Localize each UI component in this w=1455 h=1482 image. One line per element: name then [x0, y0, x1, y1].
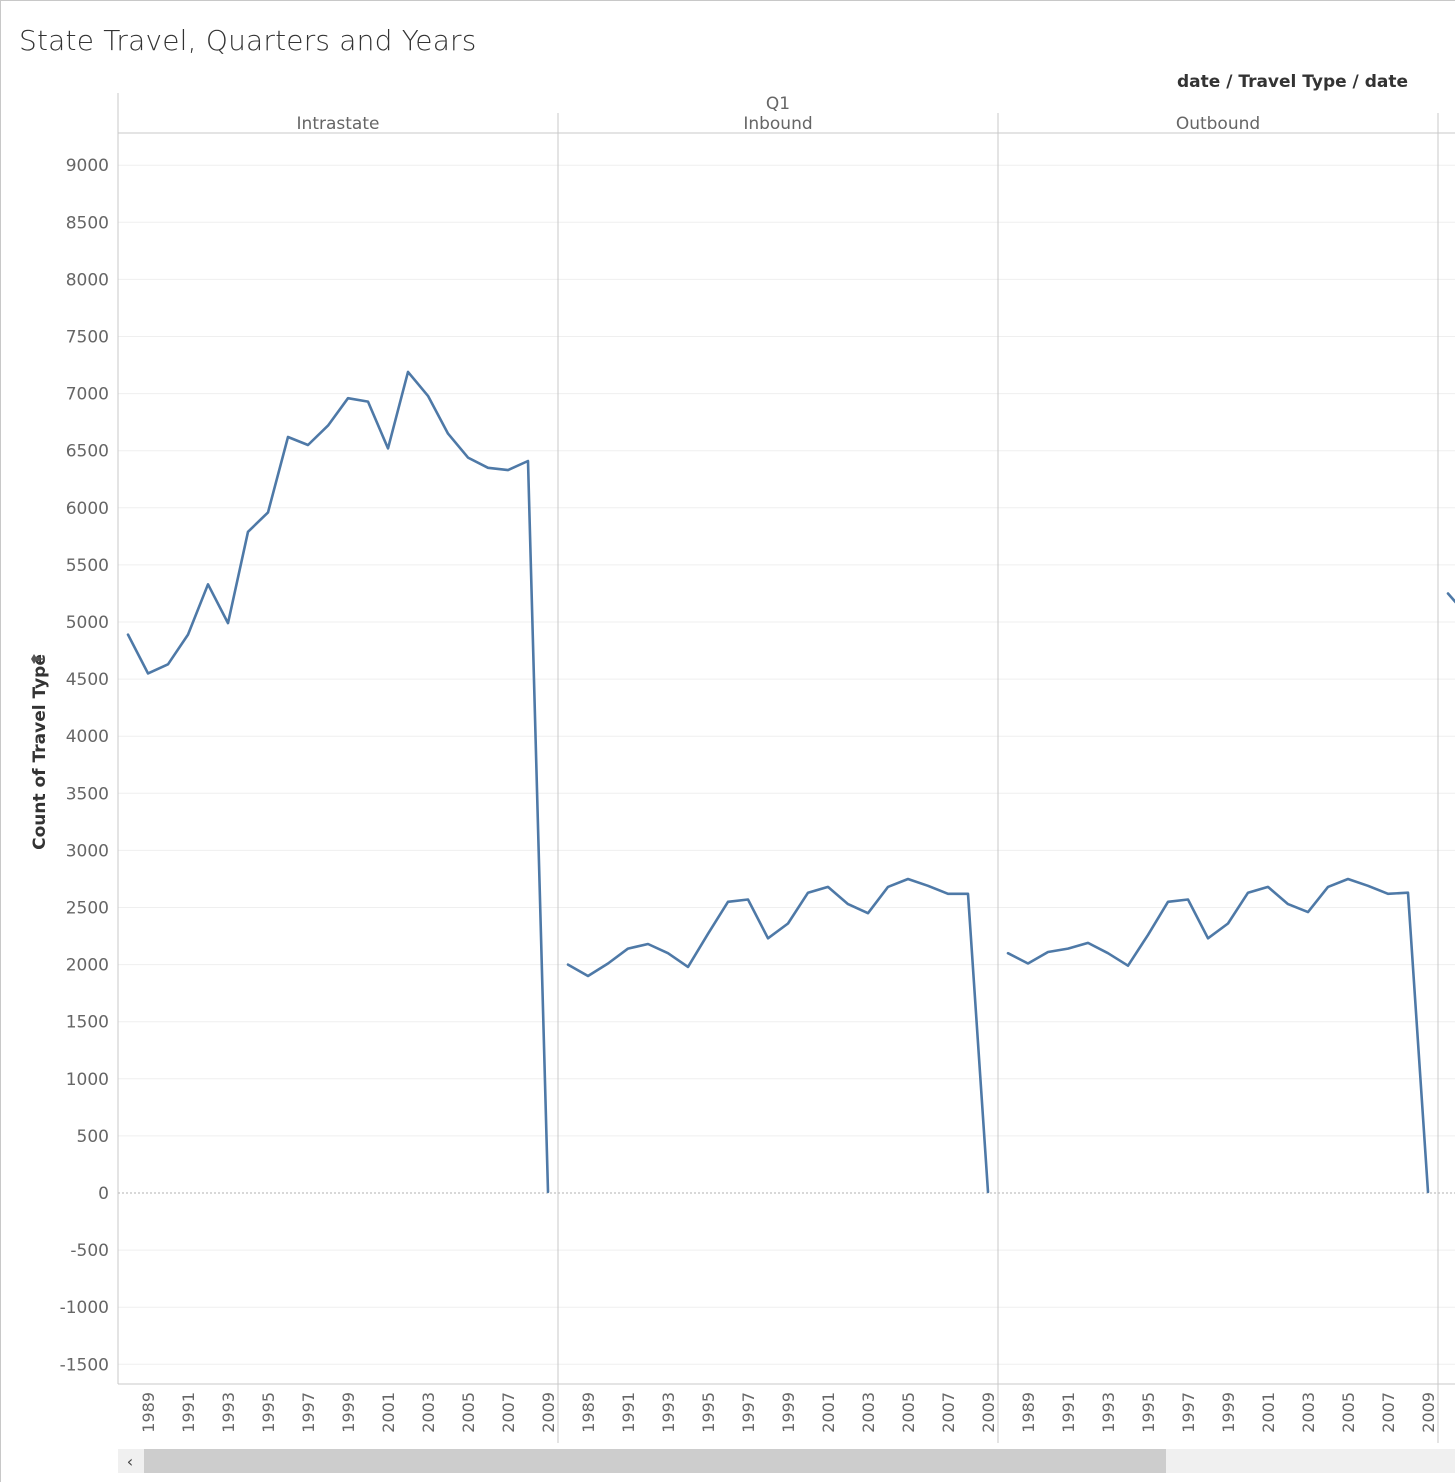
y-tick-label: 5500: [66, 556, 109, 576]
y-tick-label: 3500: [66, 784, 109, 804]
y-tick-label: 9000: [66, 156, 109, 176]
x-tick-label: 2007: [1379, 1392, 1398, 1433]
y-tick-label: 7500: [66, 328, 109, 348]
y-tick-label: 3000: [66, 841, 109, 861]
horizontal-scrollbar[interactable]: ‹: [118, 1449, 1455, 1473]
x-tick-label: 1991: [179, 1392, 198, 1433]
x-tick-label: 2003: [859, 1392, 878, 1433]
y-tick-label: 5000: [66, 613, 109, 633]
x-tick-label: 1991: [1059, 1392, 1078, 1433]
x-tick-label: 1989: [139, 1392, 158, 1433]
x-tick-label: 1989: [579, 1392, 598, 1433]
panel-label: Outbound: [1176, 114, 1260, 134]
x-tick-label: 1989: [1019, 1392, 1038, 1433]
x-tick-label: 1995: [1139, 1392, 1158, 1433]
x-tick-label: 1997: [739, 1392, 758, 1433]
axes: 9000850080007500700065006000550050004500…: [60, 93, 1455, 1443]
x-tick-label: 1991: [619, 1392, 638, 1433]
panel-label: Intrastate: [297, 114, 380, 134]
x-tick-label: 2001: [379, 1392, 398, 1433]
x-tick-label: 1997: [299, 1392, 318, 1433]
quarter-label: Q1: [766, 94, 790, 114]
x-tick-label: 2009: [979, 1392, 998, 1433]
x-tick-label: 2005: [459, 1392, 478, 1433]
x-tick-label: 2003: [419, 1392, 438, 1433]
x-tick-label: 1999: [1219, 1392, 1238, 1433]
x-tick-label: 2005: [1339, 1392, 1358, 1433]
x-tick-label: 2001: [1259, 1392, 1278, 1433]
y-tick-label: 4500: [66, 670, 109, 690]
x-tick-label: 1995: [699, 1392, 718, 1433]
grid-lines: [118, 164, 1455, 1365]
y-tick-label: 8500: [66, 213, 109, 233]
y-tick-label: -500: [70, 1241, 109, 1261]
y-tick-label: 0: [98, 1184, 109, 1204]
chart: 9000850080007500700065006000550050004500…: [30, 93, 1455, 1443]
pin-icon[interactable]: [31, 654, 45, 664]
y-tick-label: 1500: [66, 1013, 109, 1033]
y-tick-label: -1000: [60, 1298, 109, 1318]
page-title: State Travel, Quarters and Years: [19, 24, 477, 57]
x-tick-label: 2003: [1299, 1392, 1318, 1433]
series-lines: [126, 370, 1455, 1194]
y-tick-label: 7000: [66, 385, 109, 405]
x-tick-label: 2001: [819, 1392, 838, 1433]
y-tick-label: 2500: [66, 899, 109, 919]
series-line-outbound: [1006, 877, 1430, 1194]
x-tick-label: 2005: [899, 1392, 918, 1433]
y-tick-label: -1500: [60, 1355, 109, 1375]
x-tick-label: 1999: [779, 1392, 798, 1433]
y-tick-label: 4000: [66, 727, 109, 747]
x-tick-label: 1993: [219, 1392, 238, 1433]
scroll-left-button[interactable]: ‹: [126, 1451, 134, 1471]
series-line-partial: [1446, 592, 1455, 604]
y-tick-label: 6500: [66, 442, 109, 462]
series-line-inbound: [566, 877, 990, 1194]
x-tick-label: 2007: [499, 1392, 518, 1433]
x-tick-label: 2009: [539, 1392, 558, 1433]
y-axis-label: Count of Travel Type: [30, 654, 50, 850]
y-tick-label: 8000: [66, 270, 109, 290]
y-tick-label: 1000: [66, 1070, 109, 1090]
x-tick-label: 1993: [1099, 1392, 1118, 1433]
y-tick-label: 2000: [66, 956, 109, 976]
panel-label: Inbound: [743, 114, 812, 134]
y-tick-label: 6000: [66, 499, 109, 519]
scroll-thumb[interactable]: [144, 1449, 1166, 1473]
series-line-intrastate: [126, 370, 550, 1194]
y-tick-label: 500: [77, 1127, 109, 1147]
column-header-path: date / Travel Type / date: [1177, 72, 1408, 92]
x-tick-label: 1995: [259, 1392, 278, 1433]
x-tick-label: 1999: [339, 1392, 358, 1433]
x-tick-label: 1997: [1179, 1392, 1198, 1433]
x-tick-label: 2009: [1419, 1392, 1438, 1433]
x-tick-label: 1993: [659, 1392, 678, 1433]
x-tick-label: 2007: [939, 1392, 958, 1433]
